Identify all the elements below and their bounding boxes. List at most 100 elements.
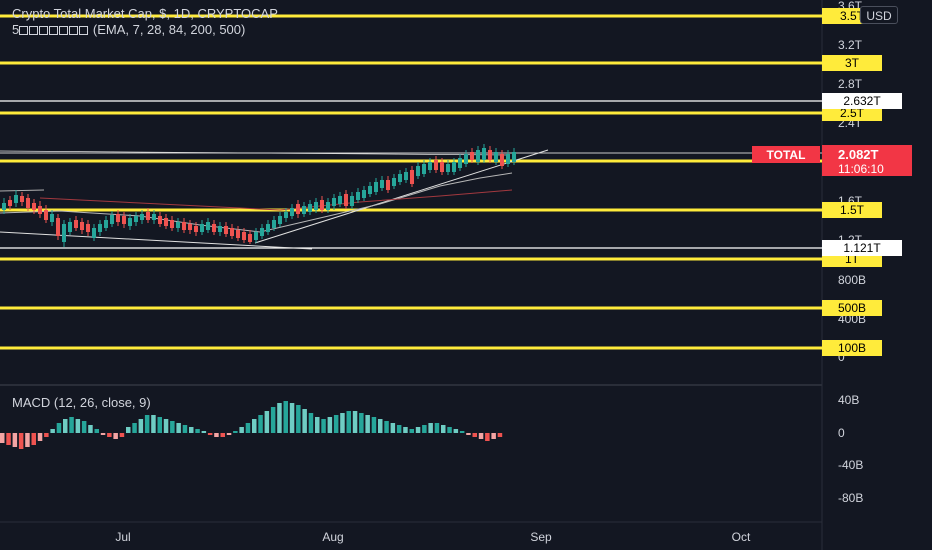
candle-body	[206, 222, 210, 230]
candle-body	[50, 214, 54, 222]
macd-bar	[478, 433, 484, 439]
macd-bar	[378, 419, 383, 433]
white-level-label: 2.632T	[843, 94, 881, 108]
macd-bar	[459, 431, 465, 433]
indicator-params: (EMA, 7, 28, 84, 200, 500)	[92, 22, 246, 37]
level-label-bg	[822, 300, 882, 316]
currency-button[interactable]: USD	[860, 6, 898, 24]
candle-body	[410, 170, 414, 184]
macd-bar	[132, 423, 137, 433]
candle-body	[494, 152, 498, 162]
glyph-box-icon	[29, 26, 39, 35]
macd-bar	[441, 425, 446, 433]
macd-bar	[220, 433, 225, 437]
macd-bar	[270, 407, 276, 433]
macd-bar	[195, 429, 200, 433]
macd-bar	[157, 417, 162, 433]
macd-bar	[239, 427, 244, 433]
candle-body	[146, 212, 150, 220]
candle-body	[290, 208, 294, 216]
macd-bar	[428, 423, 433, 433]
candle-body	[92, 228, 96, 238]
macd-bar	[491, 433, 496, 439]
time-axis-tick: Sep	[530, 530, 552, 544]
candle-body	[506, 154, 510, 164]
macd-bar	[81, 421, 87, 433]
glyph-box-icon	[39, 26, 49, 35]
candle-body	[428, 162, 432, 170]
candle-body	[470, 152, 474, 160]
macd-bar	[12, 433, 18, 447]
macd-bar	[94, 429, 99, 433]
level-label: 100B	[838, 341, 866, 355]
symbol-tag-bg	[752, 146, 820, 163]
candle-body	[20, 196, 24, 202]
time-axis-tick: Oct	[732, 530, 751, 544]
candle-body	[386, 180, 390, 190]
candle-body	[14, 195, 18, 203]
candle-body	[134, 216, 138, 222]
candle-body	[350, 196, 354, 206]
price-tag-countdown: 11:06:10	[838, 162, 884, 176]
macd-bar	[207, 433, 213, 435]
macd-bar	[151, 415, 156, 433]
macd-label: MACD (12, 26, close, 9)	[12, 395, 151, 410]
candle-body	[122, 216, 126, 224]
macd-bar	[327, 417, 333, 433]
macd-bar	[403, 427, 408, 433]
macd-bar	[214, 433, 219, 437]
candle-body	[32, 203, 36, 210]
macd-bar	[189, 427, 194, 433]
candle-body	[56, 218, 60, 236]
macd-bar	[25, 433, 30, 447]
candle-body	[194, 226, 198, 232]
candle-body	[236, 230, 240, 238]
macd-bar	[302, 409, 307, 433]
candle-body	[128, 218, 132, 226]
macd-bar	[182, 425, 188, 433]
candle-body	[458, 158, 462, 168]
candle-body	[500, 154, 504, 166]
candle-body	[422, 164, 426, 174]
ema-line	[0, 189, 45, 192]
candle-body	[452, 162, 456, 172]
candle-body	[356, 192, 360, 200]
macd-bar	[113, 433, 118, 439]
candle-body	[140, 214, 144, 220]
level-label: 3.5T	[840, 9, 865, 23]
candle-body	[416, 166, 420, 176]
macd-bar	[6, 433, 11, 445]
trend-line	[254, 149, 549, 244]
price-axis-tick: 2.8T	[838, 77, 863, 91]
price-axis-tick: 0	[838, 350, 845, 364]
candle-body	[212, 224, 216, 232]
macd-bar	[384, 421, 389, 433]
candle-body	[104, 220, 108, 228]
macd-bar	[226, 433, 232, 435]
indicator-legend[interactable]: 5 (EMA, 7, 28, 84, 200, 500)	[12, 22, 245, 37]
level-label-bg	[822, 340, 882, 356]
candle-body	[200, 224, 204, 232]
candle-body	[326, 202, 330, 210]
candle-body	[374, 182, 378, 192]
candle-body	[218, 226, 222, 232]
macd-legend[interactable]: MACD (12, 26, close, 9)	[12, 395, 151, 410]
macd-bar	[264, 411, 270, 433]
macd-bar	[245, 423, 251, 433]
macd-bar	[396, 425, 402, 433]
level-label: 500B	[838, 301, 866, 315]
macd-bar	[258, 415, 263, 433]
candle-body	[2, 203, 6, 210]
candle-body	[8, 200, 12, 206]
symbol-title[interactable]: Crypto Total Market Cap, $, 1D, CRYPTOCA…	[12, 6, 278, 21]
symbol-tag: TOTAL	[767, 148, 806, 162]
candle-body	[392, 178, 396, 186]
candle-body	[338, 196, 342, 204]
macd-bar	[447, 427, 452, 433]
macd-bar	[472, 433, 477, 437]
candle-body	[284, 212, 288, 218]
candle-body	[314, 202, 318, 210]
candle-body	[512, 152, 516, 162]
macd-bar	[233, 431, 238, 433]
